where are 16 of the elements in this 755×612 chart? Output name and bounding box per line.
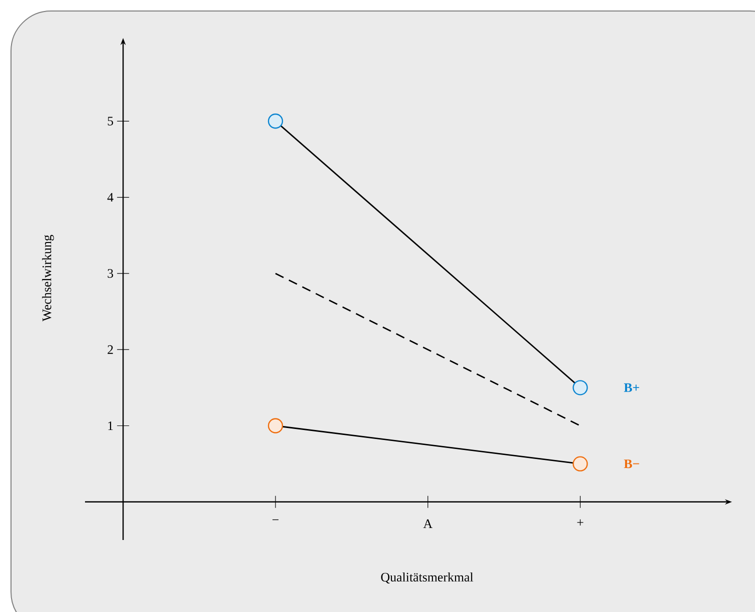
y-tick-label: 4: [107, 193, 114, 202]
point: [268, 418, 284, 434]
text: B−: [624, 460, 640, 468]
y-axis-title: Wechselwirkung: [42, 234, 54, 322]
y-tick-label: 2: [108, 345, 113, 354]
y-tick-label: 1: [108, 421, 113, 430]
point: [268, 114, 284, 129]
x-tick-label: −: [272, 519, 279, 520]
point: [572, 380, 588, 396]
x-axis-title: Qualitätsmerkmal: [381, 572, 474, 584]
y-tick-label: 3: [108, 269, 114, 278]
x-tick-label: A: [423, 519, 432, 528]
text: B+: [624, 383, 640, 392]
x-tick-label: +: [577, 519, 584, 526]
y-tick-label: 5: [108, 116, 114, 126]
point: [572, 456, 588, 472]
